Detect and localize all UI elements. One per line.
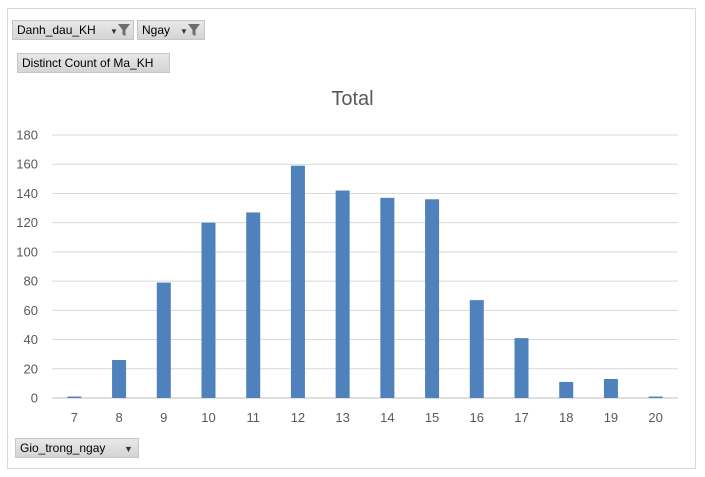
axis-field-label: Gio_trong_ngay (20, 441, 106, 455)
bar-20[interactable] (648, 396, 663, 398)
filter-ngay-label: Ngay (142, 23, 171, 37)
axis-field-gio-trong-ngay-button[interactable]: Gio_trong_ngay ▼ (15, 438, 139, 458)
x-tick-label: 11 (246, 410, 260, 425)
measure-field-button[interactable]: Distinct Count of Ma_KH (17, 53, 170, 73)
bar-19[interactable] (603, 379, 618, 398)
y-tick-label: 160 (16, 157, 38, 172)
filter-danh-dau-kh-button[interactable]: Danh_dau_KH ▼ (12, 20, 134, 40)
bar-11[interactable] (246, 212, 261, 398)
chart-title: Total (331, 88, 374, 110)
x-tick-label: 10 (201, 410, 215, 425)
bar-16[interactable] (469, 300, 484, 398)
bar-17[interactable] (514, 338, 529, 398)
bar-13[interactable] (335, 190, 350, 398)
bar-8[interactable] (112, 360, 127, 398)
y-tick-label: 40 (24, 332, 38, 347)
chevron-down-icon: ▼ (180, 27, 188, 36)
x-tick-label: 12 (291, 410, 305, 425)
filter-danh-dau-kh-label: Danh_dau_KH (17, 23, 96, 37)
bar-10[interactable] (201, 222, 216, 398)
chevron-down-icon: ▼ (124, 444, 133, 454)
x-tick-label: 20 (648, 410, 662, 425)
measure-field-label: Distinct Count of Ma_KH (22, 56, 154, 70)
bar-14[interactable] (380, 197, 395, 398)
y-tick-label: 60 (24, 303, 38, 318)
x-tick-label: 19 (604, 410, 618, 425)
bar-18[interactable] (559, 381, 574, 398)
y-tick-label: 20 (24, 361, 38, 376)
y-tick-label: 80 (24, 274, 38, 289)
y-tick-label: 180 (16, 128, 38, 143)
filter-funnel-icon (188, 24, 200, 36)
x-tick-label: 7 (71, 410, 78, 425)
chevron-down-icon: ▼ (110, 27, 118, 36)
x-tick-label: 18 (559, 410, 573, 425)
filter-funnel-icon (118, 24, 130, 36)
x-tick-label: 14 (380, 410, 394, 425)
x-tick-label: 17 (514, 410, 528, 425)
bar-7[interactable] (67, 396, 82, 398)
x-tick-label: 9 (160, 410, 167, 425)
x-tick-label: 16 (470, 410, 484, 425)
y-tick-label: 100 (16, 244, 38, 259)
bar-15[interactable] (425, 199, 440, 398)
x-tick-label: 8 (115, 410, 122, 425)
y-tick-label: 0 (31, 391, 38, 406)
x-tick-label: 13 (335, 410, 349, 425)
bar-12[interactable] (290, 165, 305, 398)
x-tick-label: 15 (425, 410, 439, 425)
filter-ngay-button[interactable]: Ngay ▼ (137, 20, 205, 40)
y-tick-label: 120 (16, 215, 38, 230)
y-tick-label: 140 (16, 186, 38, 201)
bar-9[interactable] (156, 282, 171, 398)
